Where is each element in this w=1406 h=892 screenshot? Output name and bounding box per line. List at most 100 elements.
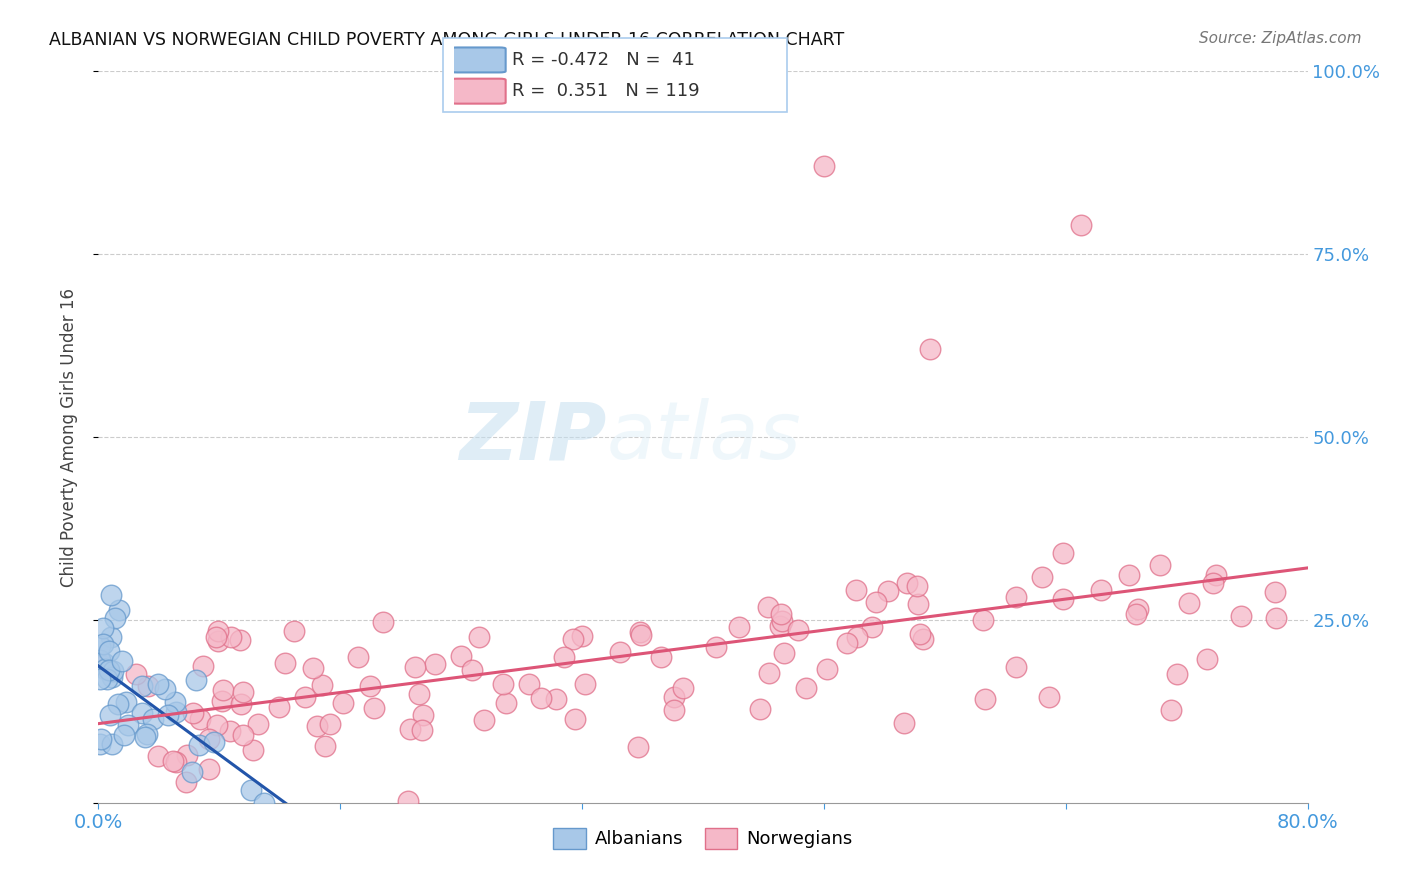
Point [186, 673, 208, 687]
Point [301, 661, 323, 675]
Point [396, 793, 419, 807]
Point [813, 160, 835, 174]
Point [205, 718, 228, 732]
Point [561, 632, 583, 647]
Point [1125, 607, 1147, 622]
Point [411, 723, 433, 737]
Point [626, 740, 648, 755]
Point [181, 706, 204, 721]
Point [1160, 703, 1182, 717]
Point [363, 701, 385, 715]
Point [90, 731, 112, 746]
Point [846, 630, 869, 644]
Point [91, 659, 114, 673]
Point [198, 763, 221, 777]
Point [815, 662, 838, 676]
Point [311, 677, 333, 691]
Point [104, 611, 127, 625]
Y-axis label: Child Poverty Among Girls Under 16: Child Poverty Among Girls Under 16 [59, 287, 77, 587]
Point [115, 694, 138, 708]
Point [1031, 569, 1053, 583]
Point [97, 644, 120, 658]
Point [1118, 567, 1140, 582]
Point [156, 708, 179, 723]
Point [546, 692, 568, 706]
Point [100, 588, 122, 602]
Point [91, 637, 114, 651]
Point [314, 739, 336, 754]
Point [907, 598, 929, 612]
Point [769, 607, 792, 621]
Point [146, 749, 169, 764]
Point [180, 765, 202, 780]
Point [346, 649, 368, 664]
Point [146, 677, 169, 691]
Point [373, 615, 395, 629]
Point [1230, 608, 1253, 623]
Text: atlas: atlas [606, 398, 801, 476]
Point [93, 662, 115, 676]
Legend: Albanians, Norwegians: Albanians, Norwegians [546, 821, 860, 856]
Point [860, 620, 883, 634]
Point [905, 579, 928, 593]
Point [204, 630, 226, 644]
Point [89, 639, 111, 653]
Text: ZIP: ZIP [458, 398, 606, 476]
Point [1177, 596, 1199, 610]
Point [748, 702, 770, 716]
Point [101, 737, 124, 751]
Point [207, 624, 229, 638]
Point [758, 665, 780, 680]
Point [450, 648, 472, 663]
Point [93, 656, 115, 670]
Point [305, 719, 328, 733]
Point [628, 625, 651, 640]
Point [672, 681, 695, 696]
Point [787, 623, 810, 637]
Point [408, 687, 430, 701]
FancyBboxPatch shape [451, 78, 506, 103]
Point [193, 659, 215, 673]
Point [91, 621, 114, 635]
Point [773, 646, 796, 660]
Point [231, 697, 253, 711]
Point [136, 727, 159, 741]
Point [1263, 584, 1285, 599]
Point [650, 650, 672, 665]
Point [294, 690, 316, 704]
Point [165, 694, 187, 708]
Point [571, 629, 593, 643]
Point [664, 690, 686, 704]
Point [972, 614, 994, 628]
Point [332, 696, 354, 710]
Point [770, 614, 793, 628]
Point [101, 664, 124, 678]
Point [111, 654, 134, 668]
Point [845, 583, 868, 598]
Point [142, 712, 165, 726]
Text: R =  0.351   N = 119: R = 0.351 N = 119 [512, 82, 700, 101]
Point [865, 595, 887, 609]
Point [1052, 592, 1074, 607]
Point [187, 738, 209, 752]
Point [165, 705, 187, 719]
Point [893, 715, 915, 730]
Point [176, 747, 198, 762]
Point [134, 731, 156, 745]
Point [89, 653, 111, 667]
Point [412, 707, 434, 722]
Point [89, 672, 111, 686]
Point [117, 718, 139, 732]
Point [229, 632, 252, 647]
Point [232, 685, 254, 699]
Point [165, 755, 187, 769]
Point [283, 624, 305, 639]
Point [131, 680, 153, 694]
Point [108, 603, 131, 617]
Point [1005, 590, 1028, 604]
Point [609, 645, 631, 659]
Point [269, 700, 291, 714]
Point [273, 656, 295, 670]
Point [574, 677, 596, 691]
Point [1202, 576, 1225, 591]
